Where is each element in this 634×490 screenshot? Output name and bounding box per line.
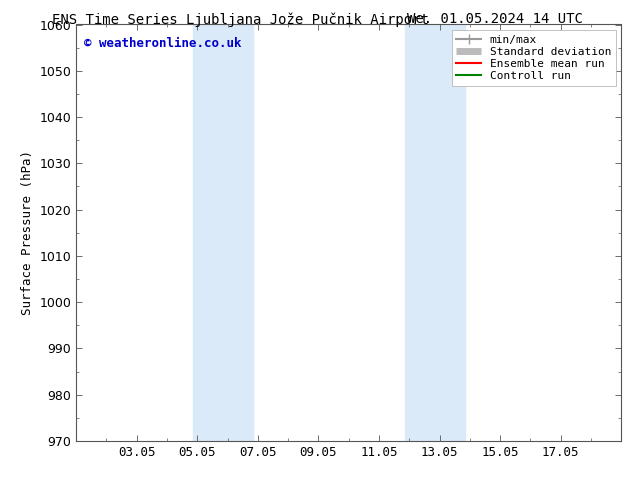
Text: © weatheronline.co.uk: © weatheronline.co.uk bbox=[84, 37, 242, 50]
Y-axis label: Surface Pressure (hPa): Surface Pressure (hPa) bbox=[21, 150, 34, 315]
Text: ENS Time Series Ljubljana Jože Pučnik Airport: ENS Time Series Ljubljana Jože Pučnik Ai… bbox=[53, 12, 429, 27]
Bar bbox=[193, 24, 253, 441]
Bar bbox=[404, 24, 465, 441]
Text: We. 01.05.2024 14 UTC: We. 01.05.2024 14 UTC bbox=[406, 12, 583, 26]
Legend: min/max, Standard deviation, Ensemble mean run, Controll run: min/max, Standard deviation, Ensemble me… bbox=[452, 30, 616, 86]
